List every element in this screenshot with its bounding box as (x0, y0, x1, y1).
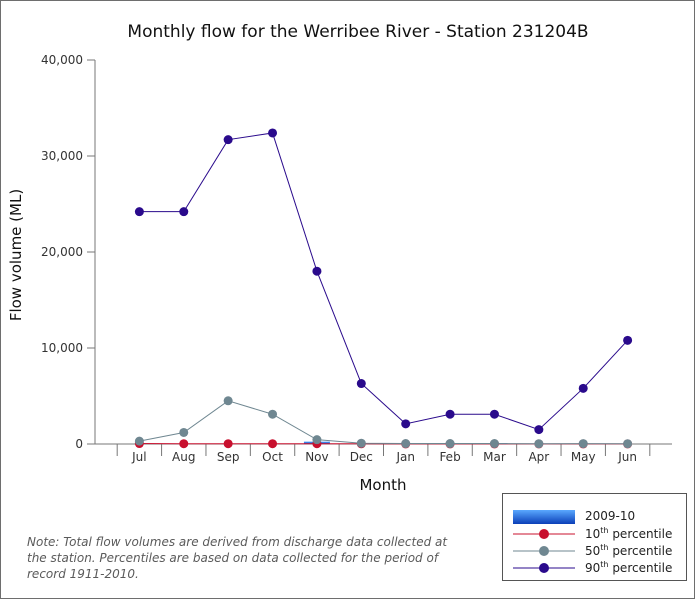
point-90th (134, 207, 144, 217)
point-90th (312, 266, 322, 276)
footnote: Note: Total flow volumes are derived fro… (27, 535, 448, 581)
y-tick-label: 20,000 (41, 245, 83, 259)
series-line-90th (139, 132, 628, 431)
legend: 2009-10 10th percentile 50th percentile … (502, 493, 687, 581)
legend-label-10th: 10th percentile (585, 526, 673, 541)
x-tick-label: Aug (172, 450, 195, 464)
legend-item-2009-10: 2009-10 (503, 508, 686, 526)
legend-line-50th (513, 546, 575, 556)
legend-label-2009-10: 2009-10 (585, 509, 636, 523)
chart-title: Monthly flow for the Werribee River - St… (127, 22, 588, 42)
legend-item-90th: 90th percentile (503, 559, 686, 577)
point-50th (268, 409, 278, 419)
x-tick-label: May (571, 450, 596, 464)
point-90th (489, 409, 499, 419)
point-50th (223, 396, 233, 406)
series-line-50th (139, 400, 628, 445)
point-10th (268, 439, 278, 449)
y-tick-label: 10,000 (41, 341, 83, 355)
legend-line-90th (513, 563, 575, 573)
legend-label-50th: 50th percentile (585, 543, 673, 558)
point-50th (578, 439, 588, 449)
point-50th (179, 427, 189, 437)
point-90th (578, 383, 588, 393)
point-90th (268, 128, 278, 138)
point-50th (489, 439, 499, 449)
axes: 0 10,000 20,000 30,000 40,000 Jul Aug Sep Oct Nov… (41, 53, 672, 464)
point-50th (534, 439, 544, 449)
point-50th (623, 439, 633, 449)
legend-bar-swatch (513, 510, 575, 524)
x-tick-label: Jun (617, 450, 637, 464)
x-tick-label: Dec (350, 450, 373, 464)
x-tick-label: Jan (395, 450, 415, 464)
point-90th (401, 419, 411, 429)
y-axis-title: Flow volume (ML) (7, 189, 25, 321)
point-10th (223, 439, 233, 449)
x-tick-label: Sep (217, 450, 240, 464)
y-tick-label: 30,000 (41, 149, 83, 163)
point-50th (312, 435, 322, 445)
point-50th (401, 439, 411, 449)
point-90th (445, 409, 455, 419)
x-tick-label: Nov (305, 450, 328, 464)
point-50th (356, 438, 366, 448)
point-90th (356, 379, 366, 389)
legend-item-50th: 50th percentile (503, 542, 686, 560)
legend-line-10th (513, 529, 575, 539)
legend-item-10th: 10th percentile (503, 525, 686, 543)
x-tick-label: Feb (439, 450, 460, 464)
point-90th (223, 135, 233, 145)
y-tick-label: 0 (75, 437, 83, 451)
legend-label-90th: 90th percentile (585, 560, 673, 575)
x-tick-label: Oct (262, 450, 283, 464)
point-90th (534, 425, 544, 435)
point-90th (623, 335, 633, 345)
x-tick-label: Apr (528, 450, 549, 464)
x-tick-label: Mar (483, 450, 506, 464)
y-tick-label: 40,000 (41, 53, 83, 67)
point-10th (179, 439, 189, 449)
x-tick-label: Jul (131, 450, 146, 464)
point-50th (445, 439, 455, 449)
percentile-lines (134, 128, 633, 449)
point-90th (179, 207, 189, 217)
point-50th (134, 436, 144, 446)
x-axis-title: Month (359, 476, 406, 494)
